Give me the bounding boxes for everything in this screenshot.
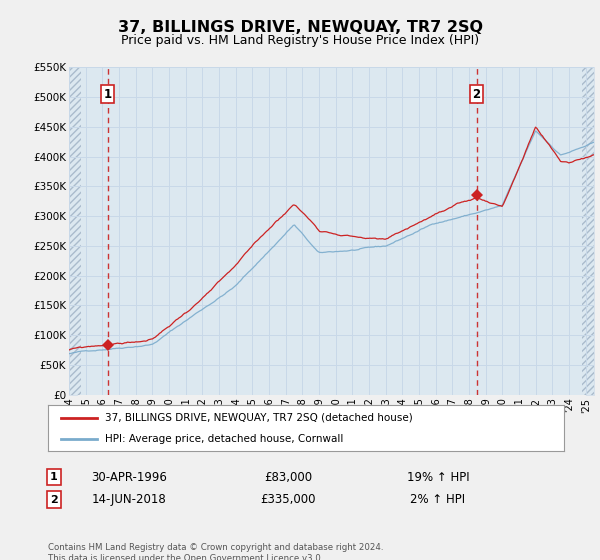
Text: 37, BILLINGS DRIVE, NEWQUAY, TR7 2SQ: 37, BILLINGS DRIVE, NEWQUAY, TR7 2SQ <box>118 20 482 35</box>
Text: 1: 1 <box>104 87 112 100</box>
Text: 2: 2 <box>50 494 58 505</box>
Text: Price paid vs. HM Land Registry's House Price Index (HPI): Price paid vs. HM Land Registry's House … <box>121 34 479 46</box>
Bar <box>69 67 80 395</box>
Text: 37, BILLINGS DRIVE, NEWQUAY, TR7 2SQ (detached house): 37, BILLINGS DRIVE, NEWQUAY, TR7 2SQ (de… <box>105 413 413 423</box>
Text: 14-JUN-2018: 14-JUN-2018 <box>92 493 166 506</box>
Text: Contains HM Land Registry data © Crown copyright and database right 2024.
This d: Contains HM Land Registry data © Crown c… <box>48 543 383 560</box>
Text: 19% ↑ HPI: 19% ↑ HPI <box>407 470 469 484</box>
Text: 1: 1 <box>50 472 58 482</box>
Text: 2: 2 <box>472 87 481 100</box>
Text: £335,000: £335,000 <box>260 493 316 506</box>
Text: 30-APR-1996: 30-APR-1996 <box>91 470 167 484</box>
Text: £83,000: £83,000 <box>264 470 312 484</box>
Text: HPI: Average price, detached house, Cornwall: HPI: Average price, detached house, Corn… <box>105 435 343 444</box>
Text: 2% ↑ HPI: 2% ↑ HPI <box>410 493 466 506</box>
Bar <box>583 67 594 395</box>
